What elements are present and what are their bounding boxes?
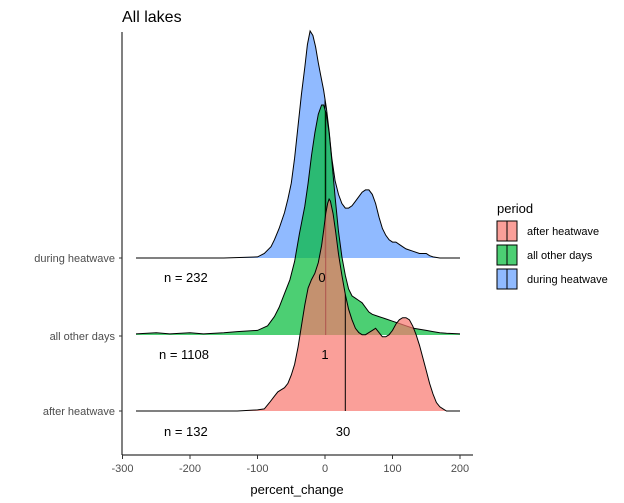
median-label-after-heatwave: 30 — [336, 424, 350, 439]
y-axis-ticks: during heatwave all other days after heatw… — [34, 253, 122, 418]
ridge-fill-after-heatwave — [136, 199, 460, 411]
x-tick-label--300: -300 — [111, 463, 133, 475]
y-tick-label-after-heatwave: after heatwave — [43, 406, 115, 418]
x-tick-label-0: 0 — [322, 463, 328, 475]
ridge-outline-during-heatwave — [136, 29, 460, 259]
ridges-layer — [135, 29, 461, 412]
legend-item-during-heatwave: during heatwave — [496, 268, 608, 290]
median-label-all-other-days: 1 — [321, 347, 328, 362]
y-tick-label-all-other-days: all other days — [50, 331, 116, 343]
x-tick-label-200: 200 — [451, 463, 469, 475]
ridge-fill-all-other-days — [136, 105, 460, 335]
n-label-all-other-days: n = 1108 — [159, 347, 209, 362]
legend-item-after-heatwave: after heatwave — [496, 220, 599, 242]
legend-label-all-other-days: all other days — [527, 250, 593, 262]
x-axis-ticks: -300 -200 -100 0 100 200 — [111, 455, 469, 475]
ridge-fill-during-heatwave — [136, 31, 460, 258]
x-axis-label: percent_change — [250, 482, 343, 497]
ridge-outline-after-heatwave — [136, 197, 460, 412]
y-tick-label-during-heatwave: during heatwave — [34, 253, 115, 265]
chart-title: All lakes — [122, 9, 182, 26]
annotations-layer: n = 232 0 n = 1108 1 n = 132 30 — [159, 270, 350, 439]
legend: period after heatwave all other days durin… — [496, 201, 608, 290]
x-tick-label--200: -200 — [179, 463, 201, 475]
legend-label-after-heatwave: after heatwave — [527, 226, 599, 238]
n-label-during-heatwave: n = 232 — [164, 270, 208, 285]
n-label-after-heatwave: n = 132 — [164, 424, 208, 439]
x-tick-label-100: 100 — [383, 463, 401, 475]
legend-title: period — [497, 201, 533, 216]
x-tick-label--100: -100 — [246, 463, 268, 475]
median-label-during-heatwave: 0 — [318, 270, 325, 285]
legend-item-all-other-days: all other days — [496, 244, 593, 266]
legend-label-during-heatwave: during heatwave — [527, 274, 608, 286]
